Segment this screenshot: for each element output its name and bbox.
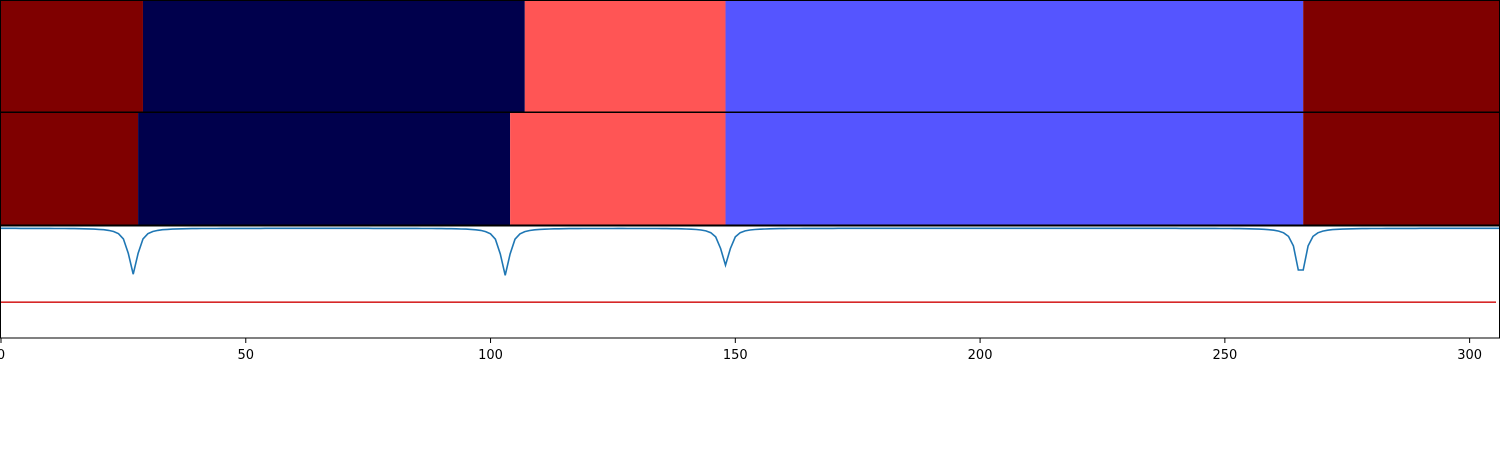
middle-strip-segment-4	[1303, 113, 1499, 225]
top-strip-segment-3	[725, 1, 1304, 112]
top-strip-segment-2	[524, 1, 726, 112]
x-axis: 0 50 100 150 200 250 300	[0, 338, 1482, 363]
top-segment-strip	[0, 0, 1500, 113]
middle-strip-segment-3	[725, 113, 1304, 225]
middle-strip-segment-1	[138, 113, 511, 225]
x-tick-label-0: 0	[0, 348, 5, 363]
top-strip-segment-4	[1303, 1, 1499, 112]
x-tick-label-200: 200	[968, 348, 993, 363]
signal-panel-frame	[0, 225, 1500, 339]
top-strip-segment-1	[142, 1, 525, 112]
x-tick-label-250: 250	[1212, 348, 1237, 363]
middle-segment-strip	[0, 112, 1500, 226]
x-tick-label-50: 50	[237, 348, 254, 363]
top-strip-segment-0	[1, 1, 143, 112]
x-tick-label-300: 300	[1457, 348, 1482, 363]
middle-strip-segment-0	[1, 113, 139, 225]
x-tick-label-150: 150	[723, 348, 748, 363]
signal-panel	[0, 225, 1500, 339]
middle-strip-segment-2	[510, 113, 726, 225]
signal-line	[1, 227, 1499, 276]
x-tick-label-100: 100	[478, 348, 503, 363]
